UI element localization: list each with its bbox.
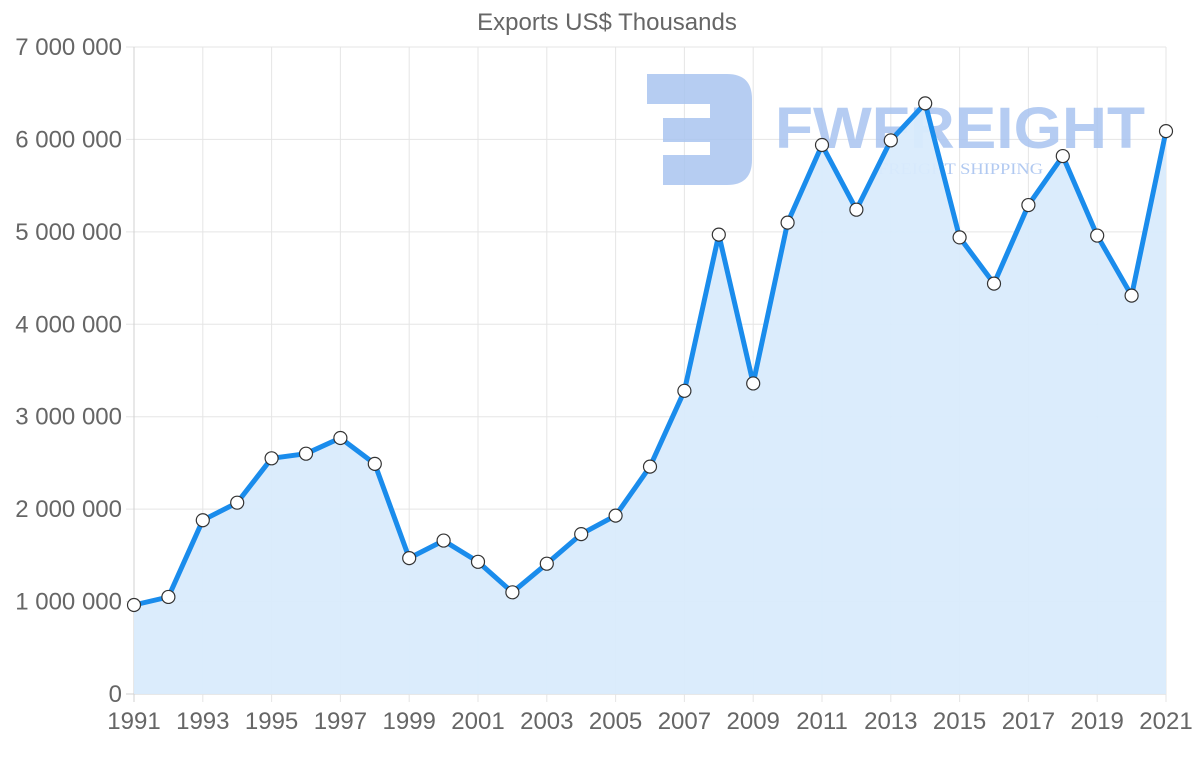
data-point[interactable] [1021,197,1036,213]
y-tick-label: 3 000 000 [15,404,122,431]
data-point[interactable] [1055,148,1070,164]
x-tick-label: 2015 [933,708,986,735]
data-point[interactable] [298,446,314,461]
y-tick-label: 2 000 000 [15,496,122,523]
data-point[interactable] [986,276,1002,291]
x-tick-label: 1995 [245,708,298,735]
data-point[interactable] [1090,228,1105,243]
data-point[interactable] [367,456,382,471]
data-point[interactable] [195,513,210,528]
x-tick-label: 2005 [589,708,642,735]
fw-logo-icon [647,74,752,185]
y-tick-label: 1 000 000 [15,589,122,616]
x-tick-label: 1993 [176,708,229,735]
data-point[interactable] [952,230,967,245]
y-axis: 0 1 000 000 2 000 000 3 000 000 4 000 000 5 0… [15,34,122,708]
data-point[interactable] [849,202,864,217]
data-points [126,96,1174,613]
x-tick-label: 2013 [864,708,917,735]
watermark-brand: FWFREIGHT [775,96,1145,161]
data-point[interactable] [918,96,933,111]
x-tick-label: 2011 [796,708,848,735]
data-point[interactable] [642,459,658,474]
data-point[interactable] [470,554,486,569]
data-point[interactable] [677,383,692,398]
y-tick-label: 7 000 000 [15,34,122,61]
data-point[interactable] [883,133,898,148]
x-axis: 1991 1993 1995 1997 1999 2001 2003 2005 2007 2009… [107,708,1192,735]
data-point[interactable] [1124,288,1139,303]
data-point[interactable] [230,495,245,510]
area-fill [134,103,1166,694]
x-tick-label: 1991 [107,708,160,735]
y-tick-label: 0 [109,681,122,708]
x-tick-label: 2009 [727,708,780,735]
y-tick-label: 5 000 000 [15,219,122,246]
data-point[interactable] [608,508,623,523]
data-point[interactable] [264,451,279,466]
data-point[interactable] [402,551,417,566]
x-tick-label: 2001 [451,708,504,735]
data-point[interactable] [1158,124,1174,139]
x-tick-label: 2021 [1139,708,1192,735]
data-point[interactable] [574,526,589,542]
x-tick-label: 2017 [1002,708,1055,735]
data-point[interactable] [126,597,142,613]
data-point[interactable] [780,215,795,230]
x-tick-label: 2003 [520,708,573,735]
data-point[interactable] [814,137,830,153]
x-tick-label: 2007 [658,708,711,735]
x-tick-label: 1999 [383,708,436,735]
data-point[interactable] [539,556,554,571]
chart-title: Exports US$ Thousands [477,9,737,36]
data-point[interactable] [711,227,726,242]
watermark-logo: FWFREIGHT FREIGHT SHIPPING [647,74,1145,185]
y-tick-label: 6 000 000 [15,126,122,153]
data-point[interactable] [746,376,761,391]
data-point[interactable] [161,589,176,605]
x-tick-label: 2019 [1071,708,1124,735]
x-tick-label: 1997 [314,708,367,735]
data-point[interactable] [505,585,520,600]
data-point[interactable] [333,430,348,446]
data-point[interactable] [436,533,451,548]
y-tick-label: 4 000 000 [15,311,122,338]
